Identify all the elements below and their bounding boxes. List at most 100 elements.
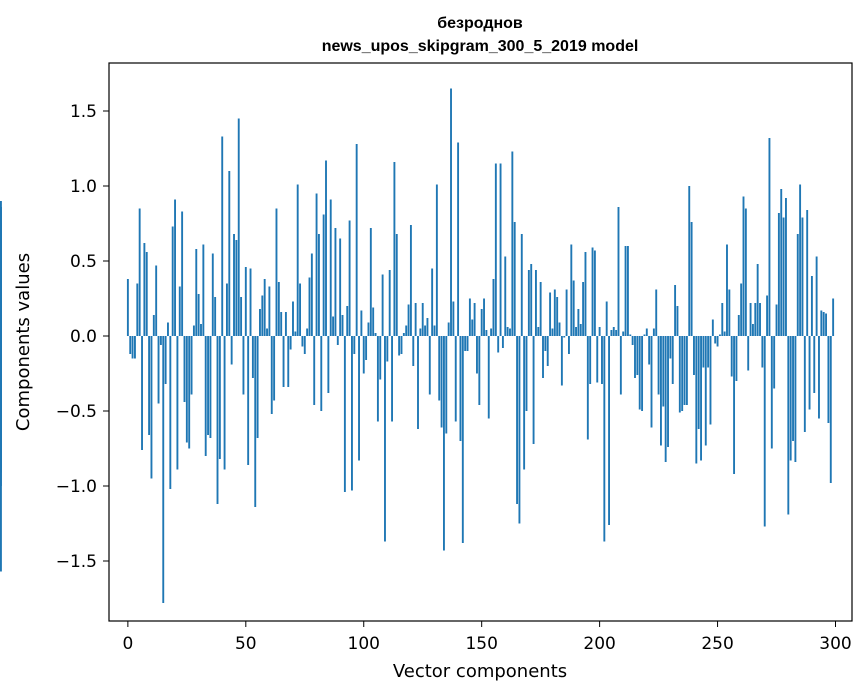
bar-226 bbox=[660, 336, 662, 446]
bar-132 bbox=[438, 336, 441, 401]
bar-undefined bbox=[0, 336, 2, 386]
bar-77 bbox=[308, 277, 311, 336]
bar-143 bbox=[464, 336, 467, 351]
bar-92 bbox=[343, 336, 346, 492]
bar-234 bbox=[678, 336, 681, 413]
bar-198 bbox=[593, 250, 596, 336]
bar-151 bbox=[483, 298, 485, 336]
bar-182 bbox=[556, 297, 559, 336]
bar-125 bbox=[421, 303, 424, 336]
bar-177 bbox=[544, 336, 547, 351]
bar-68 bbox=[287, 336, 290, 387]
bar-41 bbox=[223, 336, 226, 470]
bar-191 bbox=[577, 309, 580, 336]
bar-179 bbox=[549, 292, 552, 336]
x-tick-label: 150 bbox=[465, 634, 497, 654]
bar-47 bbox=[237, 118, 240, 336]
bar-undefined bbox=[0, 336, 2, 486]
bar-81 bbox=[317, 234, 320, 336]
bar-83 bbox=[322, 214, 325, 336]
bar-30 bbox=[197, 294, 200, 336]
bar-253 bbox=[723, 331, 726, 336]
bar-94 bbox=[348, 220, 351, 336]
bar-278 bbox=[782, 217, 785, 336]
bar-15 bbox=[162, 336, 165, 603]
bar-214 bbox=[631, 336, 634, 345]
bar-171 bbox=[530, 264, 533, 336]
bar-256 bbox=[730, 336, 733, 377]
bar-203 bbox=[605, 301, 608, 336]
bar-99 bbox=[360, 310, 363, 336]
bar-26 bbox=[188, 336, 191, 449]
chart-title-line-2: news_upos_skipgram_300_5_2019 model bbox=[322, 38, 639, 55]
y-tick-label: 1.5 bbox=[70, 102, 97, 122]
bar-194 bbox=[584, 252, 587, 336]
bar-154 bbox=[490, 328, 493, 336]
bar-245 bbox=[704, 336, 707, 446]
bar-152 bbox=[485, 330, 488, 336]
bar-200 bbox=[598, 327, 601, 336]
y-axis: 1.5 1.0 0.5 0.0 −0.5 −1.0 −1.5 bbox=[56, 102, 109, 572]
bar-264 bbox=[749, 303, 752, 336]
bar-124 bbox=[419, 328, 422, 336]
bar-293 bbox=[818, 336, 820, 419]
bar-11 bbox=[152, 315, 155, 336]
bar-87 bbox=[332, 316, 335, 336]
x-tick-label: 50 bbox=[235, 634, 257, 654]
bar-212 bbox=[626, 246, 629, 336]
y-tick-label: 0.0 bbox=[70, 327, 97, 347]
bar-211 bbox=[624, 246, 627, 336]
bar-134 bbox=[443, 336, 445, 551]
bar-0 bbox=[126, 279, 129, 336]
bar-297 bbox=[827, 336, 830, 423]
bar-221 bbox=[648, 336, 651, 365]
bar-59 bbox=[266, 328, 268, 336]
bar-undefined bbox=[0, 223, 2, 336]
bar-133 bbox=[440, 336, 443, 428]
bar-141 bbox=[459, 336, 462, 441]
bar-168 bbox=[523, 336, 526, 470]
bar-243 bbox=[700, 336, 702, 461]
x-tick-label: 300 bbox=[819, 634, 851, 654]
bar-190 bbox=[575, 327, 577, 336]
bar-111 bbox=[388, 270, 391, 336]
bar-67 bbox=[284, 312, 287, 336]
bar-233 bbox=[676, 306, 679, 336]
bar-258 bbox=[735, 336, 738, 381]
bar-180 bbox=[551, 328, 554, 336]
bar-131 bbox=[435, 184, 438, 336]
bar-46 bbox=[235, 240, 238, 336]
bar-176 bbox=[542, 336, 544, 378]
bar-6 bbox=[141, 336, 143, 450]
bar-45 bbox=[233, 234, 235, 336]
x-axis: 0 50 100 150 200 250 300 bbox=[122, 621, 852, 654]
bar-79 bbox=[313, 336, 316, 405]
bar-283 bbox=[794, 336, 797, 462]
bar-246 bbox=[707, 336, 710, 368]
bar-58 bbox=[263, 279, 266, 336]
bar-165 bbox=[516, 336, 519, 504]
bar-72 bbox=[296, 184, 299, 336]
bar-269 bbox=[761, 336, 764, 368]
x-tick-label: 0 bbox=[122, 634, 133, 654]
bar-66 bbox=[282, 336, 285, 387]
bar-193 bbox=[582, 282, 585, 336]
bar-112 bbox=[391, 336, 393, 422]
bar-84 bbox=[325, 160, 327, 336]
bar-24 bbox=[183, 336, 186, 402]
bar-159 bbox=[501, 336, 504, 348]
bar-230 bbox=[669, 336, 672, 359]
bar-284 bbox=[796, 234, 799, 336]
bar-96 bbox=[353, 336, 356, 354]
bar-108 bbox=[381, 274, 384, 336]
bar-128 bbox=[428, 336, 431, 395]
bar-181 bbox=[553, 289, 556, 336]
bar-274 bbox=[773, 336, 776, 389]
bar-207 bbox=[615, 330, 618, 336]
bar-91 bbox=[341, 315, 344, 336]
y-tick-label: −1.5 bbox=[56, 552, 97, 572]
bar-162 bbox=[509, 328, 511, 336]
bar-1 bbox=[129, 336, 132, 354]
bar-287 bbox=[803, 336, 806, 432]
bar-126 bbox=[424, 325, 427, 336]
